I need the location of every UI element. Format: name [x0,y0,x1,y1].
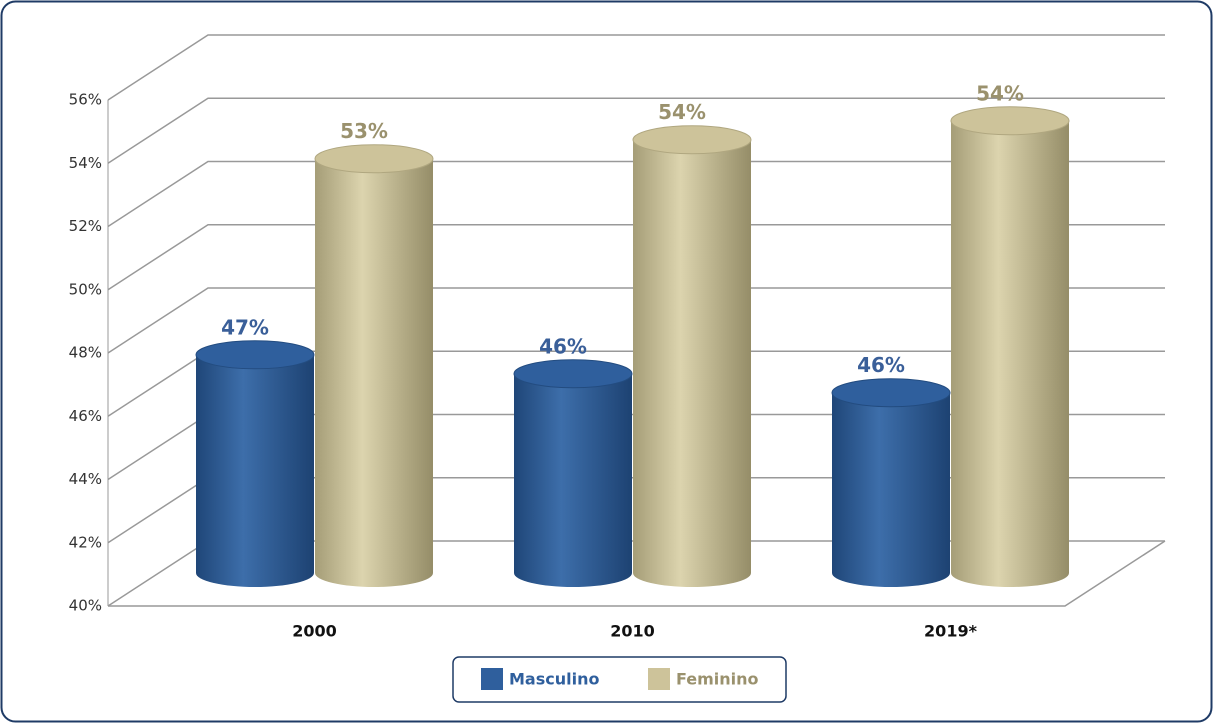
cylinder [950,106,1070,587]
cylinder-bottom [514,559,632,587]
data-label: 54% [976,81,1024,105]
grid-line [107,34,1165,101]
cylinder [513,359,633,587]
cylinder-top [195,340,315,370]
grid-line [107,224,1165,291]
y-tick-label: 52% [69,217,102,235]
cylinder [831,378,951,587]
legend-label: Feminino [676,670,759,689]
y-tick-label: 48% [69,344,102,362]
cylinder-bottom [315,559,433,587]
cylinder [195,340,315,587]
x-tick-label: 2019* [924,622,978,641]
grid-line [107,97,1165,164]
legend-swatch [648,668,670,690]
cylinder-top [513,359,633,389]
cylinder-top [831,378,951,408]
cylinder [632,125,752,587]
cylinder-body [633,139,751,574]
grid-line [107,287,1165,354]
y-tick-label: 54% [69,154,102,172]
y-tick-label: 40% [69,597,102,615]
cylinder-bottom [832,559,950,587]
y-tick-label: 50% [69,280,102,298]
data-label: 46% [539,334,587,358]
grid-line [107,160,1165,228]
y-tick-label: 56% [69,91,102,109]
cylinder-top [632,125,752,155]
cylinder-bottom [951,559,1069,587]
data-label: 54% [658,100,706,124]
cylinder-body [832,392,950,573]
y-tick-label: 46% [69,407,102,425]
cylinder-top [314,144,434,174]
cylinder [314,144,434,587]
cylinder-bottom [196,559,314,587]
cylinder-body [951,120,1069,573]
data-label: 47% [221,315,269,339]
cylinder-body [315,158,433,573]
y-tick-label: 44% [69,470,102,488]
data-label: 46% [857,353,905,377]
legend-swatch [481,668,503,690]
cylinder-top [950,106,1070,136]
x-tick-label: 2010 [610,622,655,641]
x-tick-label: 2000 [292,622,337,641]
cylinder-body [514,373,632,573]
y-tick-label: 42% [69,533,102,551]
legend-label: Masculino [509,670,599,689]
cylinder-body [196,354,314,573]
cylinder-bottom [633,559,751,587]
floor [108,540,1166,607]
data-label: 53% [340,119,388,143]
legend-box [452,656,787,703]
